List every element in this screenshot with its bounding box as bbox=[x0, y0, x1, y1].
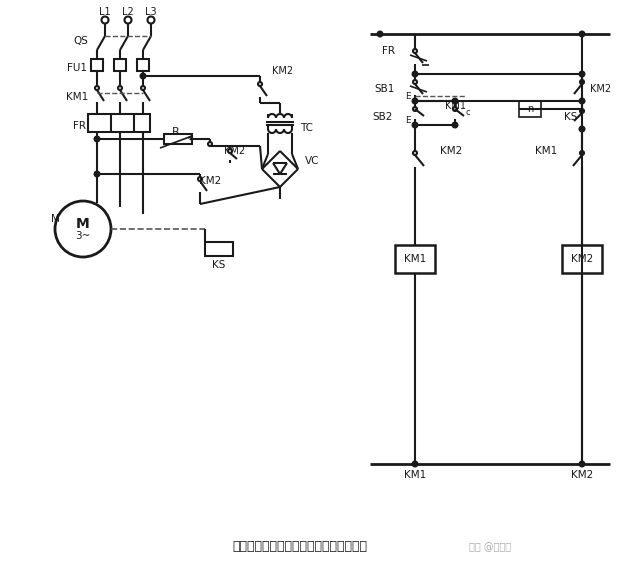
Text: KM1: KM1 bbox=[66, 92, 88, 102]
Text: KM2: KM2 bbox=[440, 146, 462, 156]
Text: SB2: SB2 bbox=[372, 112, 393, 122]
Bar bbox=[205, 242, 233, 256]
Text: VC: VC bbox=[305, 156, 319, 166]
Circle shape bbox=[125, 17, 131, 23]
Circle shape bbox=[579, 31, 585, 37]
Circle shape bbox=[147, 17, 154, 23]
Circle shape bbox=[377, 31, 383, 37]
Text: KS: KS bbox=[212, 260, 226, 270]
Circle shape bbox=[452, 98, 458, 104]
Text: E: E bbox=[405, 116, 411, 125]
Circle shape bbox=[579, 461, 585, 467]
Circle shape bbox=[412, 71, 418, 77]
Circle shape bbox=[198, 177, 202, 181]
Text: 以速度原则控制的单向能耗制动控制线路: 以速度原则控制的单向能耗制动控制线路 bbox=[232, 541, 367, 554]
Text: QS: QS bbox=[73, 36, 88, 46]
Circle shape bbox=[118, 86, 122, 90]
Bar bbox=[137, 59, 149, 71]
Bar bbox=[88, 114, 150, 132]
Bar bbox=[91, 59, 103, 71]
Text: TC: TC bbox=[300, 123, 313, 133]
Circle shape bbox=[579, 98, 585, 104]
Text: KM1: KM1 bbox=[404, 254, 426, 264]
Text: KM2: KM2 bbox=[590, 84, 611, 94]
Circle shape bbox=[94, 136, 100, 142]
Circle shape bbox=[580, 80, 584, 84]
Bar bbox=[114, 59, 126, 71]
Text: KM2: KM2 bbox=[225, 146, 246, 156]
Circle shape bbox=[208, 142, 212, 146]
Circle shape bbox=[228, 149, 232, 153]
Text: E: E bbox=[405, 92, 411, 101]
Text: KM1: KM1 bbox=[535, 146, 557, 156]
Circle shape bbox=[580, 151, 584, 155]
Circle shape bbox=[413, 107, 417, 111]
Bar bbox=[164, 134, 192, 144]
Text: L3: L3 bbox=[145, 7, 157, 17]
Text: FR: FR bbox=[382, 46, 395, 56]
Circle shape bbox=[412, 461, 418, 467]
Text: KM2: KM2 bbox=[272, 66, 293, 76]
Text: M: M bbox=[76, 217, 90, 231]
Circle shape bbox=[413, 151, 417, 155]
Circle shape bbox=[102, 17, 109, 23]
Circle shape bbox=[453, 107, 457, 111]
Bar bbox=[519, 101, 541, 117]
Circle shape bbox=[413, 80, 417, 84]
Circle shape bbox=[412, 98, 418, 104]
Circle shape bbox=[452, 122, 458, 128]
Circle shape bbox=[412, 122, 418, 128]
Circle shape bbox=[580, 109, 584, 113]
Text: KS: KS bbox=[564, 112, 577, 122]
Text: M: M bbox=[51, 214, 60, 224]
Text: R: R bbox=[172, 127, 180, 137]
Text: L2: L2 bbox=[122, 7, 134, 17]
Circle shape bbox=[141, 86, 145, 90]
Text: KM1: KM1 bbox=[445, 101, 465, 111]
Circle shape bbox=[258, 82, 262, 86]
Circle shape bbox=[94, 171, 100, 177]
Circle shape bbox=[579, 71, 585, 77]
Text: KM2: KM2 bbox=[571, 254, 593, 264]
Bar bbox=[395, 245, 435, 273]
Text: SB1: SB1 bbox=[374, 84, 395, 94]
Text: KM2: KM2 bbox=[199, 176, 221, 186]
Circle shape bbox=[55, 201, 111, 257]
Circle shape bbox=[579, 126, 585, 132]
Text: KM2: KM2 bbox=[571, 470, 593, 480]
Text: n: n bbox=[527, 104, 533, 114]
Text: 知乎 @水课堂: 知乎 @水课堂 bbox=[469, 542, 511, 552]
Circle shape bbox=[95, 86, 99, 90]
Circle shape bbox=[413, 49, 417, 53]
Text: KM1: KM1 bbox=[404, 470, 426, 480]
Text: c: c bbox=[465, 108, 470, 117]
Text: L1: L1 bbox=[99, 7, 111, 17]
Bar bbox=[562, 245, 602, 273]
Text: 3~: 3~ bbox=[76, 231, 91, 241]
Text: FR: FR bbox=[73, 121, 86, 131]
Circle shape bbox=[140, 73, 146, 79]
Text: FU1: FU1 bbox=[67, 63, 87, 73]
